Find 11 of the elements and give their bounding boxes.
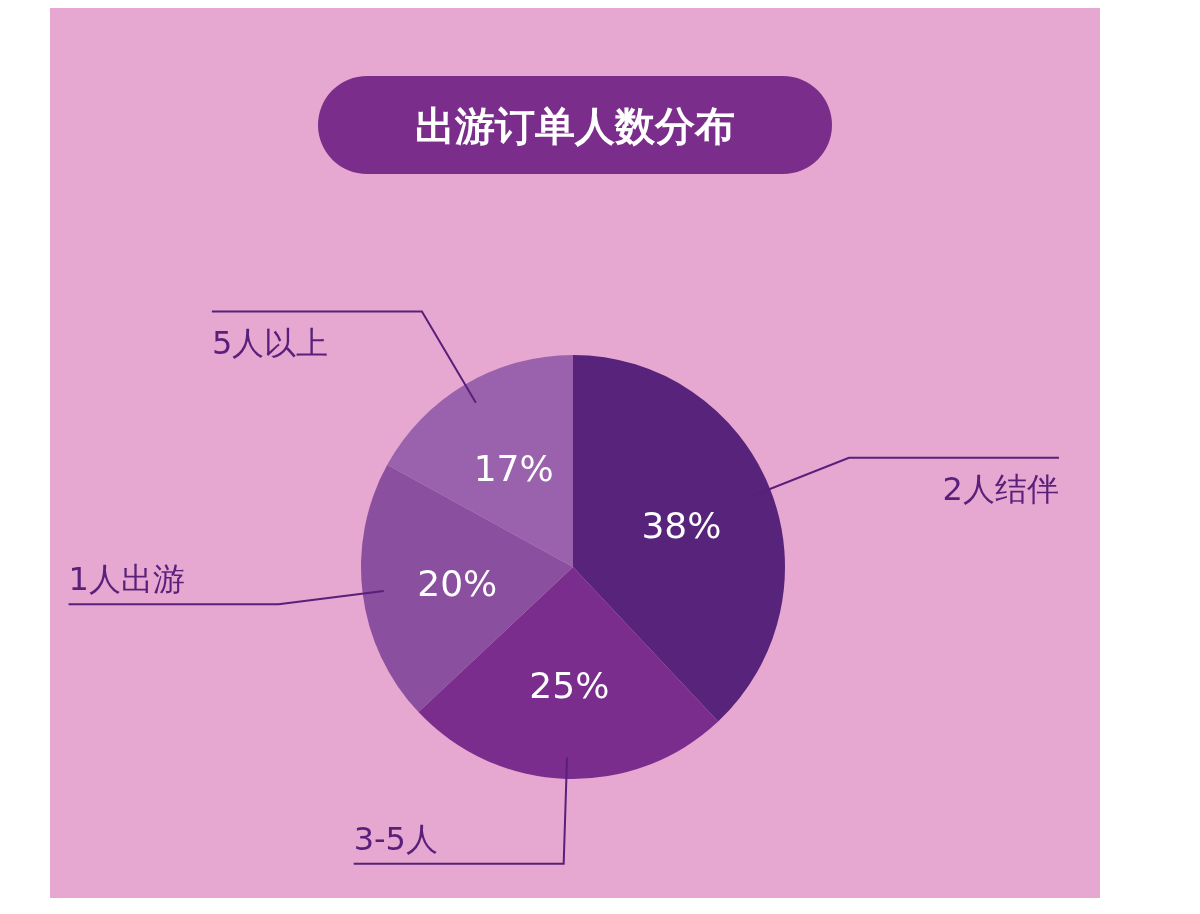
pie-slice	[418, 567, 719, 779]
slice-label: 5人以上	[211, 323, 329, 362]
slice-label: 1人出游	[68, 560, 185, 599]
data-label: 20%	[417, 562, 498, 604]
data-label: 38%	[641, 505, 722, 547]
data-label: 25%	[529, 664, 610, 706]
chart-title: 出游订单人数分布	[415, 103, 735, 149]
pie-slice	[387, 355, 573, 567]
data-label: 17%	[473, 447, 554, 489]
slice-label: 2人结伴	[942, 469, 1059, 508]
slice-label: 3-5人	[353, 819, 438, 858]
